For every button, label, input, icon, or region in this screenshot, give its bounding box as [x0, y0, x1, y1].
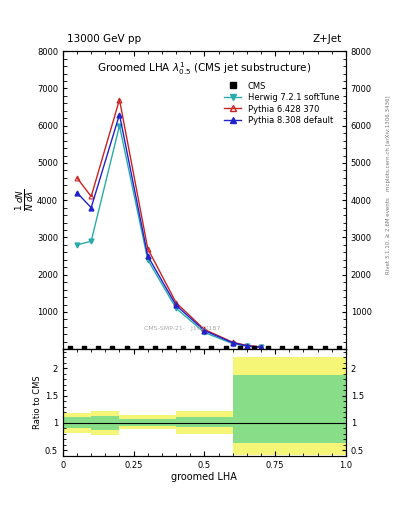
Bar [91, 411, 119, 435]
Y-axis label: $\frac{1}{N}\frac{dN}{d\lambda}$: $\frac{1}{N}\frac{dN}{d\lambda}$ [14, 189, 35, 211]
Point [81, 344, 87, 352]
Text: 13000 GeV pp: 13000 GeV pp [67, 33, 141, 44]
Bar [91, 416, 119, 430]
Bar [119, 419, 176, 425]
Point [222, 344, 229, 352]
Bar [176, 412, 233, 434]
Point [208, 344, 215, 352]
Bar [63, 417, 91, 429]
Point [166, 344, 172, 352]
Point [109, 344, 116, 352]
Point [293, 344, 299, 352]
Y-axis label: Ratio to CMS: Ratio to CMS [33, 376, 42, 429]
Point [138, 344, 144, 352]
Point [194, 344, 200, 352]
Point [321, 344, 328, 352]
Point [279, 344, 285, 352]
Text: Groomed LHA $\lambda^{1}_{0.5}$ (CMS jet substructure): Groomed LHA $\lambda^{1}_{0.5}$ (CMS jet… [97, 60, 312, 77]
Point [307, 344, 314, 352]
Bar [261, 357, 346, 455]
Point [237, 344, 243, 352]
Point [180, 344, 186, 352]
X-axis label: groomed LHA: groomed LHA [171, 472, 237, 482]
Bar [63, 413, 91, 433]
Point [95, 344, 101, 352]
Text: Z+Jet: Z+Jet [313, 33, 342, 44]
Point [123, 344, 130, 352]
Point [336, 344, 342, 352]
Point [152, 344, 158, 352]
Bar [233, 375, 261, 443]
Bar [261, 375, 346, 443]
Bar [176, 417, 233, 428]
Point [265, 344, 271, 352]
Text: CMS-SMP-21-   J1920187: CMS-SMP-21- J1920187 [143, 326, 220, 331]
Point [67, 344, 73, 352]
Text: mcplots.cern.ch [arXiv:1306.3436]: mcplots.cern.ch [arXiv:1306.3436] [386, 96, 391, 191]
Point [251, 344, 257, 352]
Bar [119, 415, 176, 430]
Text: Rivet 3.1.10, ≥ 2.6M events: Rivet 3.1.10, ≥ 2.6M events [386, 197, 391, 274]
Legend: CMS, Herwig 7.2.1 softTune, Pythia 6.428 370, Pythia 8.308 default: CMS, Herwig 7.2.1 softTune, Pythia 6.428… [222, 79, 342, 127]
Bar [233, 357, 261, 455]
